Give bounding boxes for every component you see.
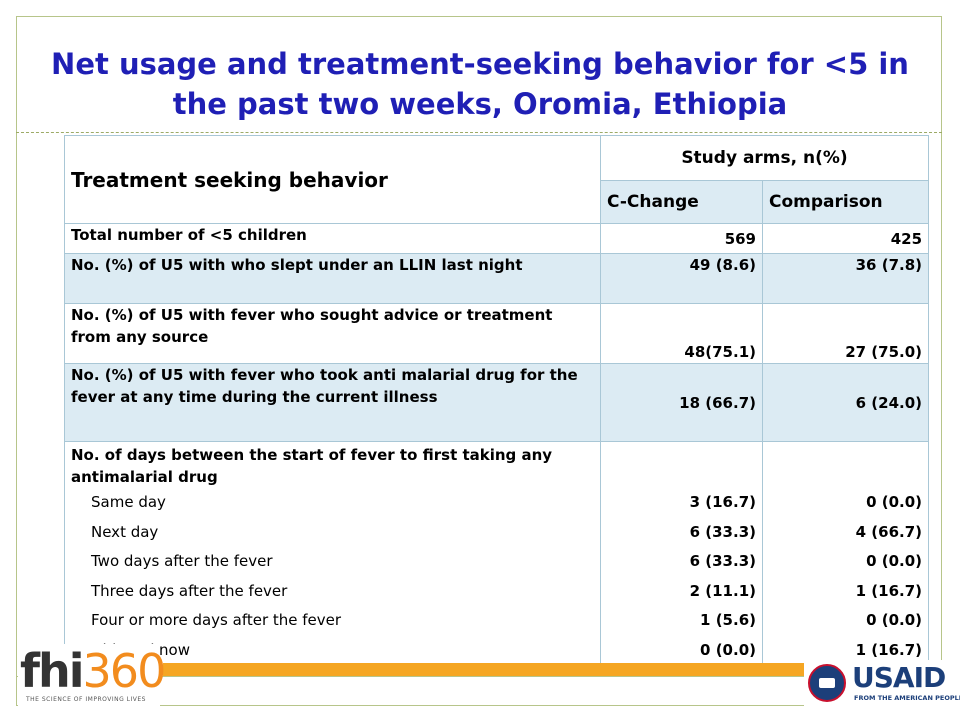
title-divider — [16, 132, 942, 133]
slide-title: Net usage and treatment-seeking behavior… — [51, 47, 909, 121]
header-study-arms: Study arms, n(%) — [599, 135, 930, 181]
days-section-cell: No. of days between the start of fever t… — [64, 441, 601, 666]
table-row: Total number of <5 children 569 425 — [64, 223, 930, 254]
fhi-logo-number: 360 — [82, 644, 167, 698]
comparison-value: 1 (16.7) — [855, 581, 923, 600]
fhi-tagline: THE SCIENCE OF IMPROVING LIVES — [26, 696, 146, 703]
table-row: No. (%) of U5 with fever who sought advi… — [64, 303, 930, 364]
days-c-change-cell: 3 (16.7) 6 (33.3) 6 (33.3) 2 (11.1) 1 (5… — [600, 441, 763, 666]
comparison-value: 425 — [761, 223, 930, 254]
usaid-wordmark: USAID — [852, 661, 946, 694]
treatment-table: Treatment seeking behavior Study arms, n… — [64, 135, 930, 666]
c-change-value: 569 — [600, 223, 763, 254]
day-item-label: Same day — [91, 493, 166, 511]
c-change-value: 18 (66.7) — [600, 363, 763, 442]
usaid-seal-icon — [808, 664, 846, 702]
days-section-label: No. of days between the start of fever t… — [71, 446, 553, 486]
comparison-value: 36 (7.8) — [761, 253, 930, 304]
row-label: No. (%) of U5 with fever who took anti m… — [64, 363, 601, 442]
comparison-value: 0 (0.0) — [866, 611, 923, 629]
day-item-label: Did not know — [91, 640, 190, 659]
comparison-value: 6 (24.0) — [761, 363, 930, 442]
fhi360-logo: fhi360 THE SCIENCE OF IMPROVING LIVES — [18, 644, 166, 706]
comparison-value: 4 (66.7) — [855, 522, 923, 541]
c-change-value: 6 (33.3) — [689, 522, 756, 541]
c-change-value: 48(75.1) — [600, 303, 763, 364]
header-comparison: Comparison — [761, 180, 930, 224]
header-treatment-seeking: Treatment seeking behavior — [64, 135, 601, 224]
footer-divider — [16, 676, 942, 677]
c-change-value: 2 (11.1) — [689, 581, 756, 600]
day-item-label: Two days after the fever — [91, 552, 273, 570]
row-label: Total number of <5 children — [64, 223, 601, 254]
days-comparison-cell: 0 (0.0) 4 (66.7) 0 (0.0) 1 (16.7) 0 (0.0… — [761, 441, 930, 666]
comparison-value: 27 (75.0) — [761, 303, 930, 364]
day-item-label: Next day — [91, 522, 159, 541]
table-row: No. (%) of U5 with who slept under an LL… — [64, 253, 930, 304]
day-item-label: Four or more days after the fever — [91, 611, 342, 629]
day-item-label: Three days after the fever — [91, 581, 288, 600]
c-change-value: 49 (8.6) — [600, 253, 763, 304]
comparison-value: 1 (16.7) — [855, 640, 923, 659]
days-section-row: No. of days between the start of fever t… — [64, 441, 930, 666]
c-change-value: 1 (5.6) — [700, 611, 756, 629]
row-label: No. (%) of U5 with who slept under an LL… — [64, 253, 601, 304]
orange-accent-bar — [163, 663, 805, 676]
usaid-tagline: FROM THE AMERICAN PEOPLE — [854, 694, 960, 702]
row-label: No. (%) of U5 with fever who sought advi… — [64, 303, 601, 364]
fhi-logo-text: fhi — [20, 644, 85, 698]
c-change-value: 6 (33.3) — [689, 552, 756, 570]
header-c-change: C-Change — [600, 180, 763, 224]
usaid-logo: USAID FROM THE AMERICAN PEOPLE — [804, 660, 960, 708]
c-change-value: 3 (16.7) — [689, 493, 756, 511]
slide-frame — [16, 16, 942, 706]
table-row: No. (%) of U5 with fever who took anti m… — [64, 363, 930, 442]
days-items: Same day Next day Two days after the fev… — [71, 488, 594, 665]
comparison-value: 0 (0.0) — [866, 552, 923, 570]
comparison-value: 0 (0.0) — [866, 493, 923, 511]
header-row: Treatment seeking behavior Study arms, n… — [64, 135, 930, 224]
c-change-value: 0 (0.0) — [700, 640, 756, 659]
